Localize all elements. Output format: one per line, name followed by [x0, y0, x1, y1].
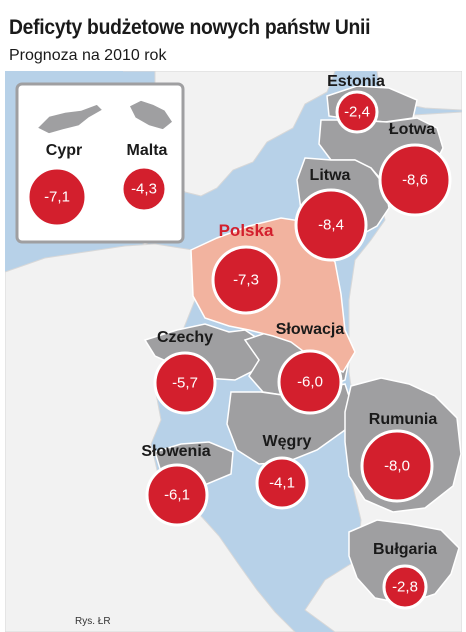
- label-slowacja: Słowacja: [276, 321, 345, 338]
- island-cypr-shape: [35, 103, 105, 135]
- bubble-value-cypr: -7,1: [44, 189, 70, 206]
- bubble-litwa: -8,4: [294, 188, 368, 262]
- bubble-malta: -4,3: [120, 165, 168, 213]
- credit: Rys. ŁR: [75, 616, 111, 627]
- bubble-bulgaria: -2,8: [382, 564, 428, 610]
- bubble-wegry: -4,1: [255, 456, 309, 510]
- bubble-value-polska: -7,3: [233, 272, 259, 289]
- bubble-estonia: -2,4: [335, 90, 379, 134]
- label-czechy: Czechy: [157, 329, 213, 346]
- bubble-value-litwa: -8,4: [318, 217, 344, 234]
- label-wegry: Węgry: [263, 433, 312, 450]
- label-lotwa: Łotwa: [389, 121, 435, 138]
- bubble-rumunia: -8,0: [360, 429, 434, 503]
- bubble-value-czechy: -5,7: [172, 375, 198, 392]
- page-title: Deficyty budżetowe nowych państw Unii: [9, 16, 371, 39]
- label-litwa: Litwa: [310, 167, 351, 184]
- bubble-value-estonia: -2,4: [344, 104, 370, 121]
- bubble-value-lotwa: -8,6: [402, 172, 428, 189]
- bubble-slowacja: -6,0: [277, 349, 343, 415]
- label-cypr: Cypr: [46, 142, 82, 159]
- label-polska: Polska: [219, 221, 274, 240]
- bubble-lotwa: -8,6: [378, 143, 452, 217]
- bubble-slowenia: -6,1: [145, 463, 209, 527]
- label-malta: Malta: [127, 142, 168, 159]
- bubble-value-bulgaria: -2,8: [392, 579, 418, 596]
- label-estonia: Estonia: [327, 73, 385, 90]
- bubble-value-rumunia: -8,0: [384, 458, 410, 475]
- page-subtitle: Prognoza na 2010 rok: [9, 47, 167, 64]
- bubble-value-wegry: -4,1: [269, 475, 295, 492]
- bubble-value-slowacja: -6,0: [297, 374, 323, 391]
- island-malta-shape: [127, 99, 175, 131]
- land-western-europe: [5, 243, 296, 632]
- bubble-cypr: -7,1: [26, 166, 88, 228]
- bubble-polska: -7,3: [211, 245, 281, 315]
- bubble-value-malta: -4,3: [131, 181, 157, 198]
- bubble-value-slowenia: -6,1: [164, 487, 190, 504]
- map: Estonia Łotwa Litwa Polska Czechy Słowac…: [5, 71, 462, 632]
- label-slowenia: Słowenia: [141, 443, 210, 460]
- label-bulgaria: Bułgaria: [373, 541, 437, 558]
- country-bulgaria: [348, 519, 460, 605]
- label-rumunia: Rumunia: [369, 411, 438, 428]
- bubble-czechy: -5,7: [153, 351, 217, 415]
